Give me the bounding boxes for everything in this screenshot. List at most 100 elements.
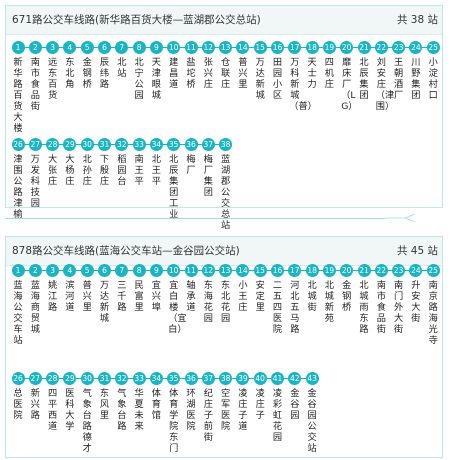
stop-item[interactable]: 31 下殷庄 (97, 138, 113, 187)
stop-item[interactable]: 10 宜白楼（宜白） (166, 264, 187, 335)
stop-item[interactable]: 16 二五四医院 (270, 264, 286, 335)
stop-item[interactable]: 26 总医院 (10, 372, 26, 421)
stop-item[interactable]: 39 凌庄子道 (235, 372, 251, 432)
stop-connector (214, 270, 220, 271)
stop-item[interactable]: 1 新华路百货大楼 (10, 41, 26, 134)
stop-number-badge: 2 (28, 264, 42, 277)
stop-item[interactable]: 37 纪庄子前街 (200, 372, 216, 443)
stop-connector (127, 47, 134, 48)
stop-item[interactable]: 42 金谷园 (287, 372, 303, 421)
stop-item[interactable]: 2 蓝海商贸城 (27, 264, 43, 335)
stop-item[interactable]: 21 北城雨东路 (356, 264, 372, 335)
stop-item[interactable]: 28 大张庄 (45, 138, 61, 187)
stop-item[interactable]: 41 凌彩虹花园 (270, 372, 286, 443)
stop-number-badge: 18 (305, 264, 319, 277)
stop-item[interactable]: 37 梅厂集团 (200, 138, 216, 198)
stop-item[interactable]: 30 北孙庄 (79, 138, 95, 187)
stop-item[interactable]: 20 靡床厂（LG） (339, 41, 358, 112)
stop-item[interactable]: 30 气象台路德才 (79, 372, 95, 454)
stop-name: 北辰集团工业 (169, 154, 179, 220)
route-title: 671路公交车线路(新华路百货大楼—蓝湖郡公交总站) (12, 14, 261, 26)
stop-item[interactable]: 10 建昌道 (166, 41, 182, 90)
stop-item[interactable]: 17 万科新城（普） (287, 41, 317, 112)
stop-item[interactable]: 4 东北角 (62, 41, 78, 90)
stop-item[interactable]: 27 新兴路 (27, 372, 43, 421)
stop-item[interactable]: 6 辰纬路 (97, 41, 113, 90)
stop-item[interactable]: 28 四平西道 (45, 372, 61, 432)
stop-name: 气象台路 (117, 388, 127, 432)
stop-item[interactable]: 12 张兴庄 (200, 41, 216, 90)
stop-item[interactable]: 40 凌庄子 (252, 372, 268, 421)
stop-item[interactable]: 18 北城街 (304, 264, 320, 313)
stop-item[interactable]: 3 姚江路 (45, 264, 61, 313)
stop-item[interactable]: 19 四机庄 (321, 41, 337, 90)
stop-item[interactable]: 27 万发科技园 (27, 138, 43, 209)
stop-item[interactable]: 26 津围公路津榆 (10, 138, 26, 220)
stop-connector (145, 144, 151, 145)
stop-item[interactable]: 34 体育馆 (148, 372, 164, 421)
stop-item[interactable]: 4 滨河道 (62, 264, 78, 313)
stop-item[interactable]: 19 北城新苑 (321, 264, 337, 324)
stop-item[interactable]: 5 金钢桥 (79, 41, 95, 90)
stop-item[interactable]: 15 安定里 (252, 264, 268, 313)
stop-item[interactable]: 22 刘安庄（津围） (373, 41, 394, 112)
stop-item[interactable]: 23 南门外大街 (391, 264, 407, 335)
stop-item[interactable]: 38 空军医院 (218, 372, 234, 432)
stop-item[interactable]: 11 轴承道 (183, 264, 199, 313)
stop-number-badge: 12 (201, 264, 215, 277)
stop-name: 北城新苑 (324, 280, 334, 324)
stop-item[interactable]: 14 小王庄 (235, 264, 251, 313)
stop-item[interactable]: 24 升安大街 (408, 264, 424, 324)
stop-name: 稻园台 (117, 154, 127, 187)
stop-item[interactable]: 34 北王平 (148, 138, 164, 187)
stop-item[interactable]: 7 北站 (114, 41, 130, 79)
stop-item[interactable]: 33 南王平 (131, 138, 147, 187)
stop-item[interactable]: 6 万达新城 (97, 264, 113, 324)
stop-item[interactable]: 25 小淀村口 (425, 41, 441, 101)
stop-item[interactable]: 43 金谷园公交站 (304, 372, 320, 454)
stop-item[interactable]: 20 金钢桥 (339, 264, 355, 313)
stop-item[interactable]: 23 王朝酒厂 (391, 41, 407, 101)
stop-connector (197, 270, 203, 271)
stop-item[interactable]: 13 仓联庄 (218, 41, 234, 90)
stop-item[interactable]: 25 南京路海光寺 (425, 264, 441, 346)
stop-item[interactable]: 32 气象台路 (114, 372, 130, 432)
stop-item[interactable]: 15 万达新城 (252, 41, 268, 101)
stop-item[interactable]: 16 田园小区 (270, 41, 286, 101)
stop-name: 宜白楼（宜白） (168, 280, 187, 335)
stop-name: 蓝海商贸城 (30, 280, 40, 335)
stop-item[interactable]: 2 南市食品街 (27, 41, 43, 112)
stop-item[interactable]: 8 北宁公园 (131, 41, 147, 101)
stop-item[interactable]: 18 天士力 (304, 41, 320, 90)
stop-number-badge: 19 (322, 264, 336, 277)
stop-item[interactable]: 1 蓝海公交车站 (10, 264, 26, 346)
stop-item[interactable]: 24 川野集团 (408, 41, 424, 101)
stop-item[interactable]: 21 北辰集团 (356, 41, 372, 101)
stop-item[interactable]: 36 环湖医院 (183, 372, 199, 432)
stop-item[interactable]: 38 蓝湖郡公交总站 (218, 138, 234, 231)
stop-item[interactable]: 14 普兴里 (235, 41, 251, 90)
stop-number-badge: 3 (46, 41, 60, 54)
stop-item[interactable]: 31 东风里 (97, 372, 113, 421)
stop-item[interactable]: 36 梅厂 (183, 138, 199, 176)
stop-item[interactable]: 9 天津眼城 (148, 41, 164, 101)
stop-item[interactable]: 13 东北花园 (218, 264, 234, 324)
stop-item[interactable]: 17 河北五马路 (287, 264, 303, 335)
stop-item[interactable]: 12 东海花园 (200, 264, 216, 324)
stop-item[interactable]: 22 南市食品街 (373, 264, 389, 335)
stop-item[interactable]: 33 华夏未来 (131, 372, 147, 432)
stop-connector (93, 270, 99, 271)
stop-item[interactable]: 32 稻园台 (114, 138, 130, 187)
stop-item[interactable]: 11 盐坨桥 (183, 41, 199, 90)
stop-item[interactable]: 9 宜兴埠 (148, 264, 164, 313)
stop-connector (162, 378, 168, 379)
stop-connector (231, 270, 237, 271)
stop-item[interactable]: 3 远东百货 (45, 41, 61, 101)
stop-item[interactable]: 7 三千路 (114, 264, 130, 313)
stop-item[interactable]: 5 普兴里 (79, 264, 95, 313)
stop-item[interactable]: 35 体育学院东门 (166, 372, 182, 454)
stop-item[interactable]: 29 大杨庄 (62, 138, 78, 187)
stop-item[interactable]: 8 民富里 (131, 264, 147, 313)
stop-item[interactable]: 29 医科大学 (62, 372, 78, 432)
stop-item[interactable]: 35 北辰集团工业 (166, 138, 182, 220)
